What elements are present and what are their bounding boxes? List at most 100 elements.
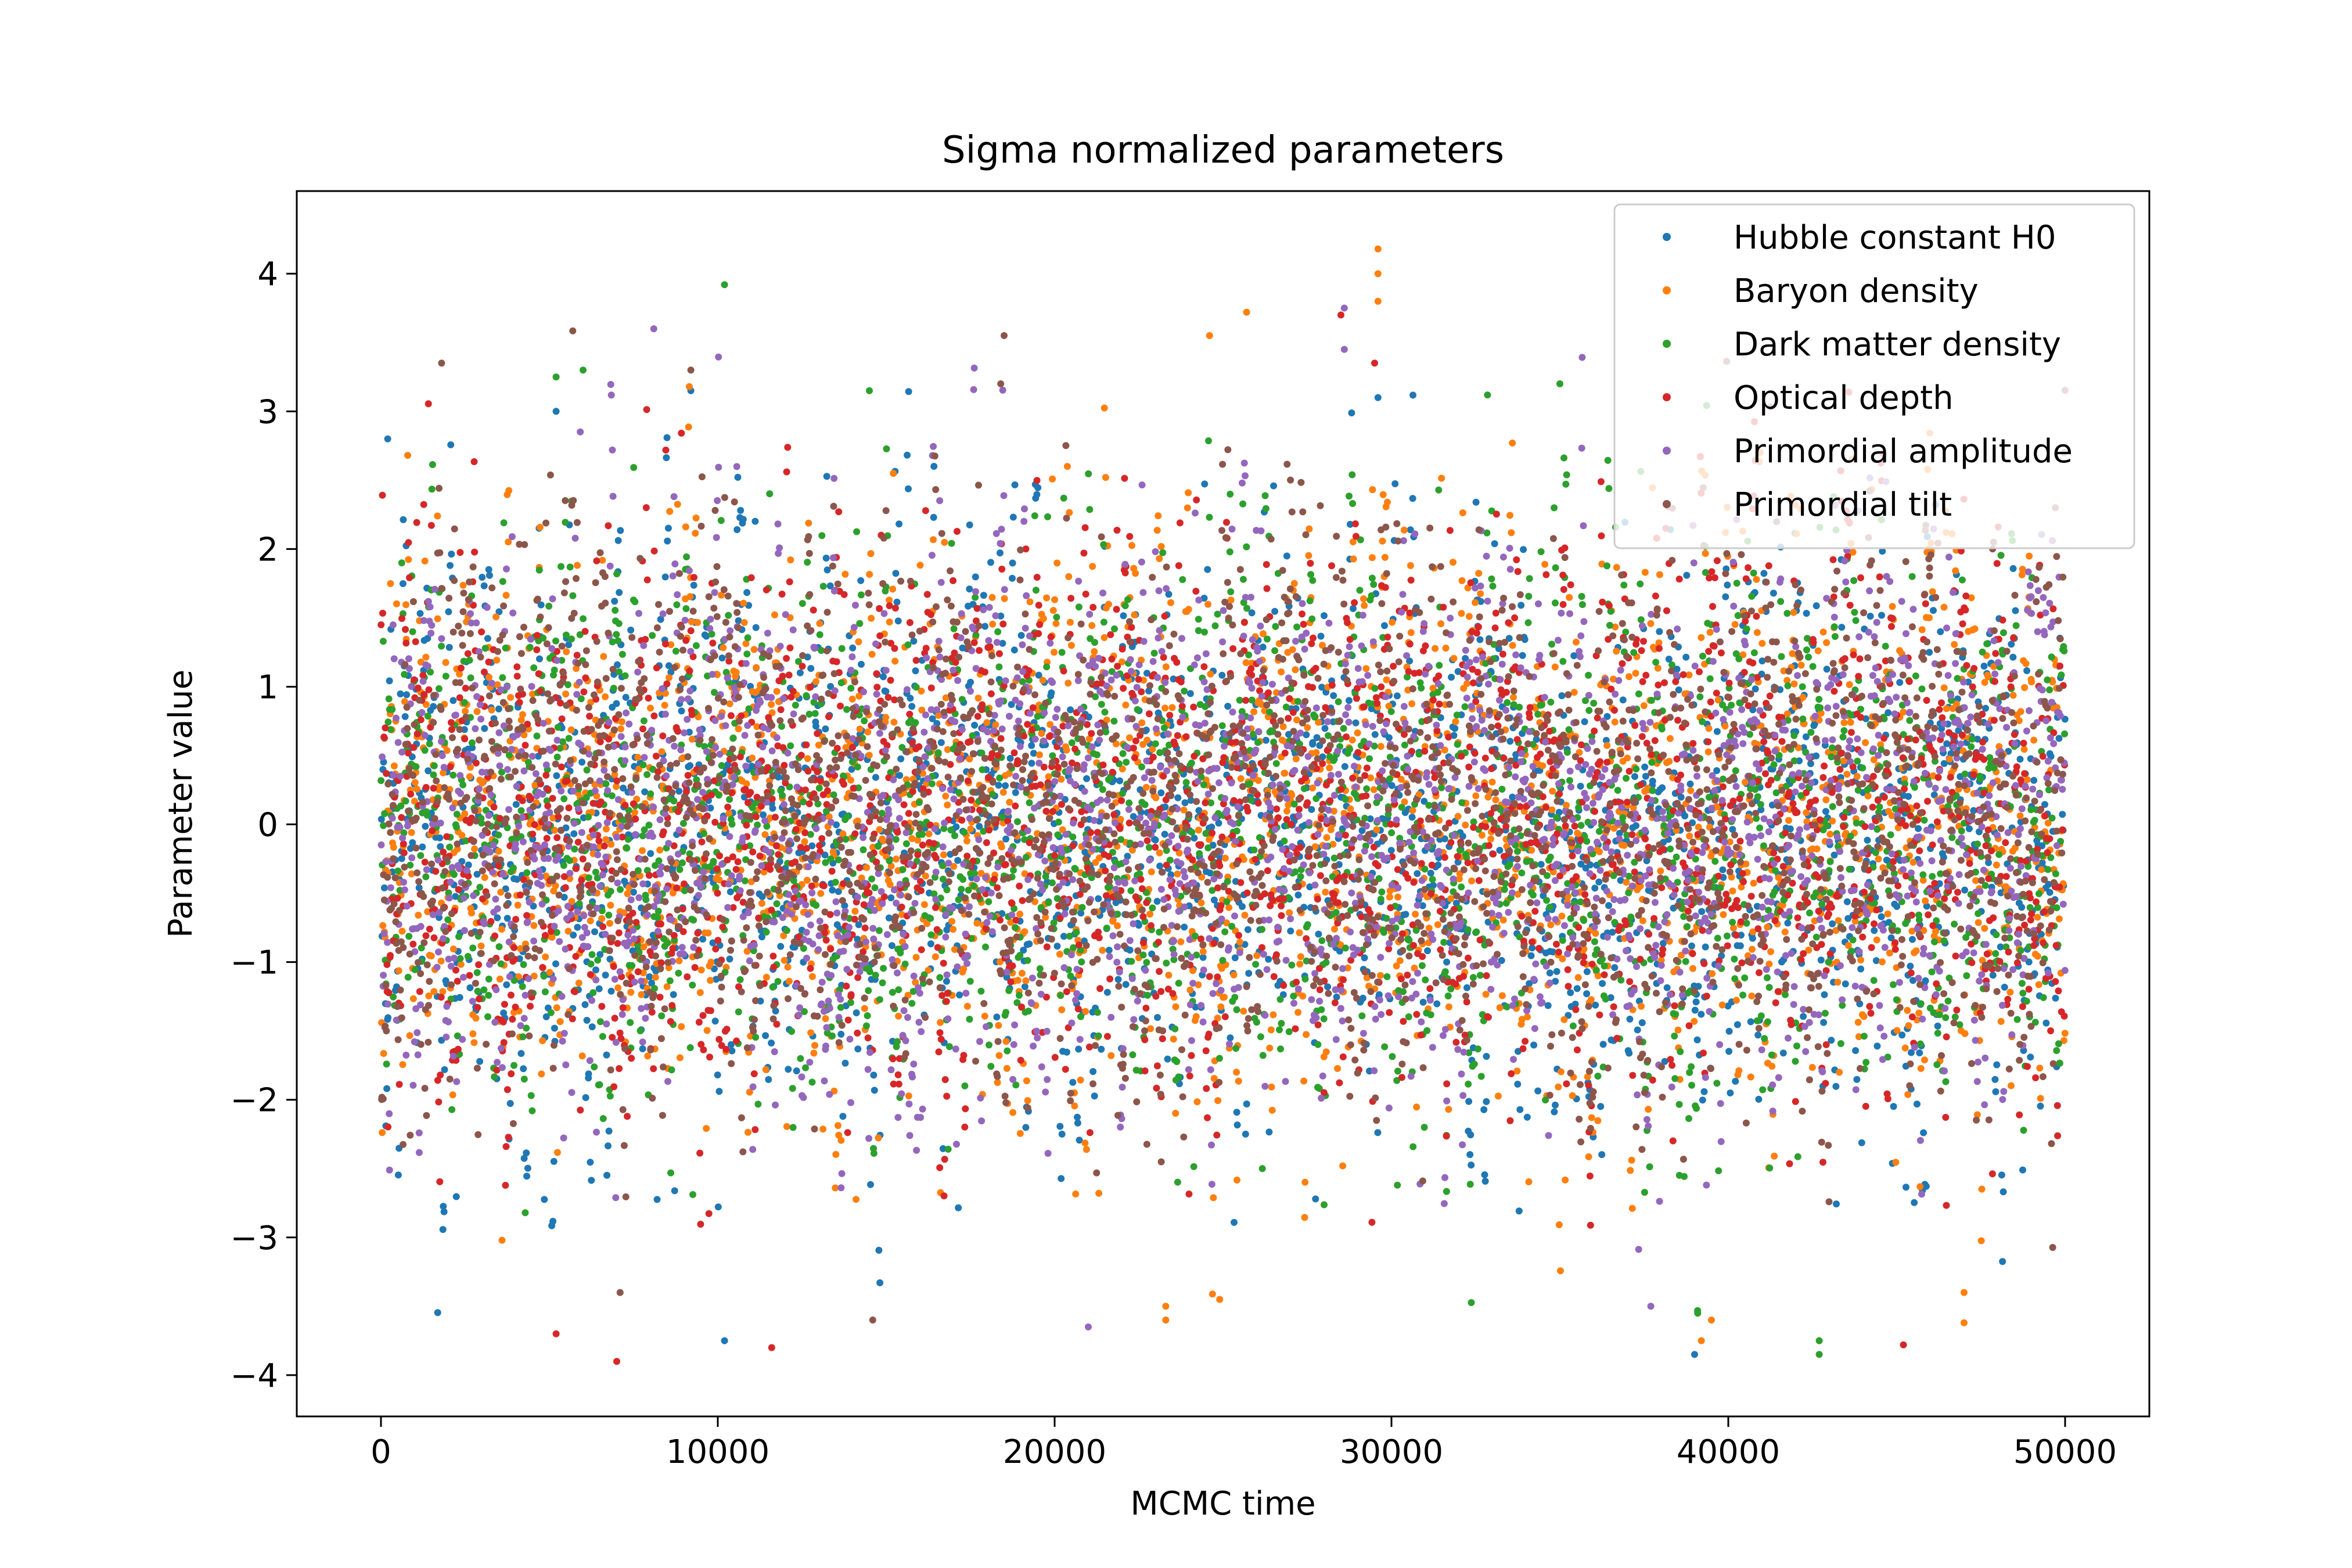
data-point <box>523 869 531 876</box>
data-point <box>479 574 486 581</box>
data-point <box>1937 628 1944 635</box>
data-point <box>1105 600 1112 608</box>
data-point <box>1993 1061 2001 1069</box>
data-point <box>1523 1113 1531 1121</box>
data-point <box>1038 730 1045 737</box>
data-point <box>591 1063 598 1071</box>
data-point <box>453 823 460 831</box>
data-point <box>854 1045 862 1053</box>
data-point <box>803 876 811 884</box>
data-point <box>1267 1026 1275 1034</box>
data-point <box>2034 914 2041 921</box>
data-point <box>685 383 693 390</box>
data-point <box>430 771 437 779</box>
data-point <box>480 986 488 994</box>
data-point <box>1926 649 1933 656</box>
data-point <box>1620 841 1628 849</box>
data-point <box>536 655 543 663</box>
data-point <box>1515 1207 1523 1215</box>
data-point <box>1052 620 1060 627</box>
data-point <box>640 717 648 725</box>
data-point <box>550 1157 558 1165</box>
data-point <box>1146 911 1154 918</box>
data-point <box>587 1159 594 1166</box>
data-point <box>476 883 484 891</box>
data-point <box>522 1209 529 1217</box>
data-point <box>1289 646 1296 653</box>
data-point <box>678 1023 685 1030</box>
data-point <box>1066 618 1074 626</box>
data-point <box>1704 748 1712 756</box>
data-point <box>994 1079 1001 1086</box>
data-point <box>1016 911 1024 918</box>
data-point <box>1732 1077 1739 1085</box>
data-point <box>1771 1152 1778 1160</box>
data-point <box>1549 787 1556 795</box>
data-point <box>725 810 733 817</box>
data-point <box>494 914 501 922</box>
data-point <box>861 1005 868 1012</box>
data-point <box>1375 991 1383 998</box>
data-point <box>1350 555 1357 563</box>
data-point <box>758 893 766 900</box>
data-point <box>520 1076 528 1083</box>
data-point <box>1053 943 1061 950</box>
data-point <box>1645 1106 1652 1113</box>
data-point <box>560 795 568 803</box>
data-point <box>1077 909 1085 917</box>
data-point <box>1634 1026 1641 1034</box>
data-point <box>1736 942 1744 950</box>
data-point <box>829 886 836 894</box>
data-point <box>1419 902 1426 909</box>
data-point <box>1767 948 1775 955</box>
data-point <box>436 914 443 921</box>
data-point <box>1700 1088 1708 1095</box>
data-point <box>497 889 505 896</box>
data-point <box>2001 983 2008 991</box>
data-point <box>1162 663 1170 671</box>
data-point <box>535 566 543 574</box>
data-point <box>553 1149 561 1156</box>
data-point <box>1167 599 1174 606</box>
data-point <box>1922 897 1929 905</box>
data-point <box>1103 988 1111 996</box>
data-point <box>602 780 610 787</box>
data-point <box>467 674 474 682</box>
data-point <box>1187 797 1195 804</box>
data-point <box>666 977 674 984</box>
data-point <box>654 914 661 922</box>
data-point <box>1322 889 1329 896</box>
data-point <box>1124 853 1131 860</box>
data-point <box>1858 1139 1865 1146</box>
data-point <box>455 933 462 940</box>
data-point <box>1730 925 1737 932</box>
data-point <box>495 705 502 713</box>
data-point <box>2006 988 2014 996</box>
data-point <box>1904 1006 1911 1014</box>
data-point <box>804 559 811 566</box>
data-point <box>1481 1178 1489 1185</box>
data-point <box>930 513 937 521</box>
data-point <box>1241 911 1249 919</box>
data-point <box>972 573 979 581</box>
data-point <box>473 969 481 976</box>
data-point <box>409 628 416 635</box>
data-point <box>1779 1049 1787 1057</box>
data-point <box>602 693 609 700</box>
data-point <box>1191 835 1198 842</box>
data-point <box>434 1309 441 1317</box>
data-point <box>1244 926 1251 933</box>
data-point <box>885 914 893 922</box>
data-point <box>605 1127 613 1135</box>
data-point <box>1945 756 1953 763</box>
data-point-extreme <box>552 408 560 415</box>
data-point <box>2017 708 2024 715</box>
data-point <box>1452 900 1460 907</box>
data-point <box>857 577 865 584</box>
data-point <box>1829 920 1836 927</box>
data-point <box>762 1032 769 1040</box>
data-point <box>542 953 549 961</box>
data-point <box>792 702 799 709</box>
data-point <box>574 923 581 931</box>
data-point <box>1161 704 1169 712</box>
